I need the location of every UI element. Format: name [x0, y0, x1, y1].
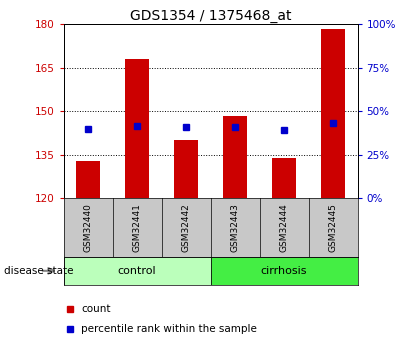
Bar [125, 59, 150, 198]
Text: GSM32445: GSM32445 [328, 203, 337, 252]
Text: GSM32442: GSM32442 [182, 203, 191, 252]
Bar [211, 257, 358, 285]
Bar [223, 116, 247, 198]
Text: count: count [81, 304, 111, 314]
Bar [64, 257, 210, 285]
Bar [76, 161, 100, 198]
Text: GSM32444: GSM32444 [279, 203, 289, 252]
Bar [321, 29, 345, 198]
Bar [174, 140, 199, 198]
Text: disease state: disease state [4, 266, 74, 276]
Text: cirrhosis: cirrhosis [261, 266, 307, 276]
Text: GSM32443: GSM32443 [231, 203, 240, 252]
Text: control: control [118, 266, 157, 276]
Text: GSM32440: GSM32440 [84, 203, 93, 252]
Text: percentile rank within the sample: percentile rank within the sample [81, 324, 257, 334]
Title: GDS1354 / 1375468_at: GDS1354 / 1375468_at [130, 9, 291, 23]
Bar [272, 158, 296, 198]
Text: GSM32441: GSM32441 [133, 203, 142, 252]
